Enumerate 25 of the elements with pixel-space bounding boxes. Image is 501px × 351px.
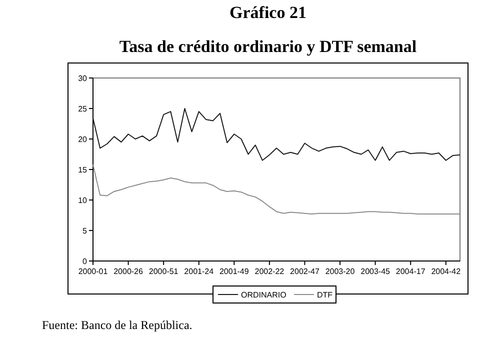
x-tick-label: 2001-24 <box>184 267 214 276</box>
legend-label: ORDINARIO <box>241 290 286 300</box>
chart-subtitle: Tasa de crédito ordinario y DTF semanal <box>119 37 417 56</box>
x-tick-label: 2004-42 <box>431 267 462 276</box>
x-tick-label: 2001-49 <box>219 267 250 276</box>
y-tick-label: 15 <box>78 165 88 174</box>
x-tick-label: 2000-26 <box>114 267 144 276</box>
x-tick-label: 2000-01 <box>78 267 108 276</box>
line-series <box>92 108 460 161</box>
y-tick-label: 0 <box>82 256 88 266</box>
source-note: Fuente: Banco de la República. <box>42 318 192 332</box>
y-tick-label: 5 <box>82 226 88 236</box>
y-tick-label: 30 <box>78 74 88 83</box>
legend-label: DTF <box>317 290 333 300</box>
y-tick-label: 25 <box>78 104 88 114</box>
line-series <box>92 164 460 215</box>
y-tick-label: 20 <box>78 134 88 144</box>
chart-title: Gráfico 21 <box>230 3 306 22</box>
x-tick-label: 2002-47 <box>290 267 320 276</box>
x-tick-label: 2003-20 <box>325 267 356 276</box>
y-tick-label: 10 <box>78 196 88 205</box>
x-tick-label: 2003-45 <box>360 267 391 276</box>
x-tick-label: 2000-51 <box>148 267 179 276</box>
x-tick-label: 2004-17 <box>396 267 426 276</box>
x-tick-label: 2002-22 <box>254 267 285 276</box>
